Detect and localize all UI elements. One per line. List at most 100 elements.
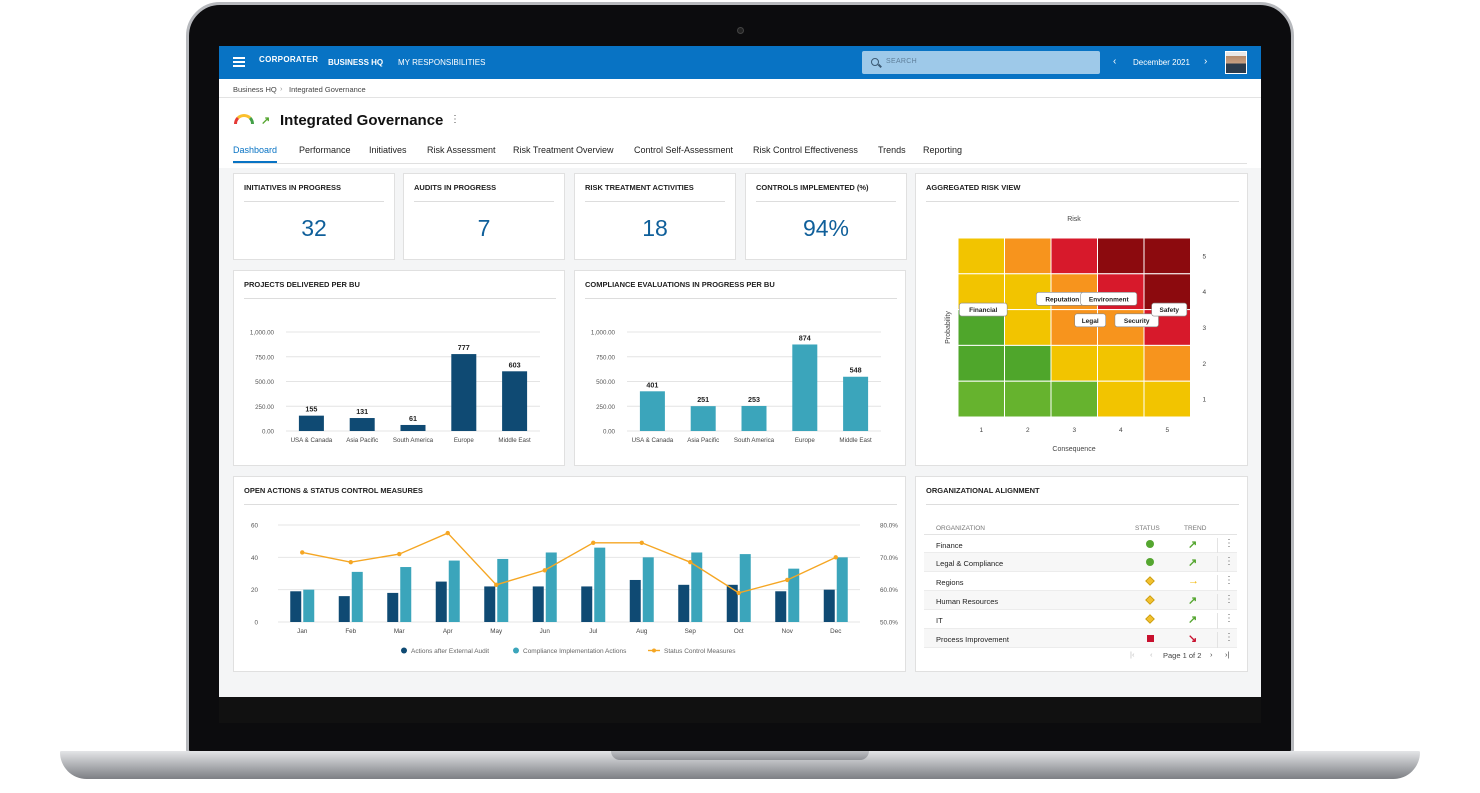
search-icon bbox=[871, 58, 879, 66]
y-tick-label: 750.00 bbox=[596, 354, 615, 361]
y-tick-label: 1,000.00 bbox=[591, 330, 616, 337]
column-header-organization[interactable]: ORGANIZATION bbox=[936, 525, 985, 532]
kpi-value: 94% bbox=[802, 215, 850, 241]
kpi-card-controls[interactable]: CONTROLS IMPLEMENTED (%) 94% bbox=[745, 173, 907, 260]
heatmap-cell bbox=[1050, 237, 1098, 275]
period-selector[interactable]: December 2021 bbox=[1133, 58, 1190, 67]
x-tick-label: Nov bbox=[782, 628, 794, 635]
organization-name: Legal & Compliance bbox=[936, 559, 1004, 568]
heatmap-cell bbox=[1004, 344, 1052, 382]
table-row[interactable]: Process Improvement ↘ ⋮ bbox=[924, 629, 1237, 648]
risk-marker bbox=[1074, 313, 1106, 328]
row-menu-button[interactable]: ⋮ bbox=[1217, 575, 1234, 591]
line-point bbox=[785, 577, 790, 583]
first-page-button[interactable]: |‹ bbox=[1130, 650, 1135, 659]
bar-compliance-actions bbox=[739, 554, 751, 622]
table-row[interactable]: Legal & Compliance ↗ ⋮ bbox=[924, 553, 1237, 572]
kpi-value: 32 bbox=[301, 215, 327, 241]
card-divider bbox=[926, 504, 1239, 505]
next-period-button[interactable]: › bbox=[1204, 56, 1208, 67]
x-tick-label: 5 bbox=[1165, 427, 1169, 434]
gauge-icon bbox=[234, 114, 254, 124]
bar-actions-after-audit bbox=[532, 586, 544, 622]
x-tick-label: Sep bbox=[685, 628, 697, 635]
risk-heatmap: Risk 5 4 3 2 1 1 2 3 4 5 Consequence Probability Fina… bbox=[945, 216, 1207, 453]
nav-business-hq[interactable]: BUSINESS HQ bbox=[328, 58, 384, 67]
bar-actions-after-audit bbox=[678, 584, 690, 622]
trend-down-icon: ↘ bbox=[1188, 633, 1198, 645]
y-tick-label: 750.00 bbox=[255, 354, 274, 361]
page-indicator: Page 1 of 2 bbox=[1163, 651, 1202, 660]
risk-marker bbox=[1080, 292, 1138, 306]
legend-label: Compliance Implementation Actions bbox=[523, 648, 627, 655]
kpi-title: CONTROLS IMPLEMENTED (%) bbox=[756, 183, 869, 192]
tab-risk-treatment-overview[interactable]: Risk Treatment Overview bbox=[513, 145, 614, 155]
tab-performance[interactable]: Performance bbox=[299, 145, 351, 155]
trend-flat-icon: → bbox=[1188, 575, 1199, 587]
breadcrumb-business-hq[interactable]: Business HQ bbox=[233, 85, 277, 94]
row-menu-button[interactable]: ⋮ bbox=[1217, 613, 1234, 629]
compliance-evaluations-card: COMPLIANCE EVALUATIONS IN PROGRESS PER B… bbox=[574, 270, 906, 466]
breadcrumb-separator: › bbox=[280, 84, 283, 93]
tab-dashboard[interactable]: Dashboard bbox=[233, 145, 278, 155]
column-header-status[interactable]: STATUS bbox=[1135, 525, 1160, 532]
bar bbox=[843, 376, 869, 431]
heatmap-cell bbox=[957, 380, 1005, 418]
page-menu-button[interactable]: ⋮ bbox=[450, 114, 460, 125]
previous-period-button[interactable]: ‹ bbox=[1113, 56, 1117, 67]
trend-up-icon: ↗ bbox=[1188, 557, 1198, 569]
tab-control-self-assessment[interactable]: Control Self-Assessment bbox=[634, 145, 734, 155]
data-label: 253 bbox=[748, 395, 760, 404]
tab-initiatives[interactable]: Initiatives bbox=[369, 145, 407, 155]
x-tick-label: South America bbox=[393, 437, 434, 444]
kpi-card-audits[interactable]: AUDITS IN PROGRESS 7 bbox=[403, 173, 565, 260]
bar bbox=[451, 354, 477, 431]
tab-trends[interactable]: Trends bbox=[878, 145, 906, 155]
table-row[interactable]: Human Resources ↗ ⋮ bbox=[924, 591, 1237, 610]
tab-risk-control-effectiveness[interactable]: Risk Control Effectiveness bbox=[753, 145, 858, 155]
user-avatar[interactable] bbox=[1225, 51, 1247, 74]
kpi-card-risk-treatment[interactable]: RISK TREATMENT ACTIVITIES 18 bbox=[574, 173, 736, 260]
row-menu-button[interactable]: ⋮ bbox=[1217, 556, 1234, 572]
tab-risk-assessment[interactable]: Risk Assessment bbox=[427, 145, 496, 155]
data-label: 548 bbox=[850, 366, 862, 375]
bar bbox=[400, 424, 426, 431]
next-page-button[interactable]: › bbox=[1210, 650, 1213, 659]
data-label: 155 bbox=[305, 405, 317, 414]
data-label: 251 bbox=[697, 395, 709, 404]
row-menu-button[interactable]: ⋮ bbox=[1217, 594, 1234, 610]
x-tick-label: Asia Pacific bbox=[346, 437, 378, 444]
card-divider bbox=[244, 298, 556, 299]
bar-compliance-actions bbox=[497, 558, 509, 622]
heatmap-cell bbox=[1097, 380, 1145, 418]
table-row[interactable]: Finance ↗ ⋮ bbox=[924, 534, 1237, 554]
x-tick-label: Mar bbox=[394, 628, 405, 635]
bar-actions-after-audit bbox=[484, 586, 496, 622]
kpi-card-initiatives[interactable]: INITIATIVES IN PROGRESS 32 bbox=[233, 173, 395, 260]
table-row[interactable]: Regions → ⋮ bbox=[924, 572, 1237, 591]
nav-my-responsibilities[interactable]: MY RESPONSIBILITIES bbox=[398, 58, 486, 67]
bar-compliance-actions bbox=[303, 589, 315, 622]
line-point bbox=[639, 540, 644, 545]
data-label: 61 bbox=[409, 414, 417, 423]
tab-reporting[interactable]: Reporting bbox=[923, 145, 963, 155]
search-input[interactable]: SEARCH bbox=[862, 51, 1100, 74]
table-row[interactable]: IT ↗ ⋮ bbox=[924, 610, 1237, 629]
menu-icon[interactable] bbox=[233, 57, 245, 67]
projects-delivered-card: PROJECTS DELIVERED PER BU 0.00 250.00 500.… bbox=[233, 270, 565, 466]
column-header-trend[interactable]: TREND bbox=[1184, 525, 1207, 532]
previous-page-button[interactable]: ‹ bbox=[1150, 650, 1153, 659]
y2-tick-label: 60.0% bbox=[880, 587, 898, 594]
row-menu-button[interactable]: ⋮ bbox=[1217, 632, 1234, 648]
brand-logo[interactable]: CORPORATER bbox=[259, 55, 319, 64]
y-tick-label: 250.00 bbox=[255, 404, 274, 411]
bar-actions-after-audit bbox=[726, 584, 738, 622]
row-menu-button[interactable]: ⋮ bbox=[1217, 538, 1234, 554]
last-page-button[interactable]: ›| bbox=[1225, 650, 1230, 659]
y-tick-label: 2 bbox=[1203, 361, 1207, 368]
risk-label: Environment bbox=[1089, 296, 1130, 303]
line-point bbox=[542, 568, 547, 573]
kpi-title: AUDITS IN PROGRESS bbox=[414, 183, 497, 192]
heatmap-cell bbox=[1097, 237, 1145, 275]
line-point bbox=[736, 590, 741, 596]
